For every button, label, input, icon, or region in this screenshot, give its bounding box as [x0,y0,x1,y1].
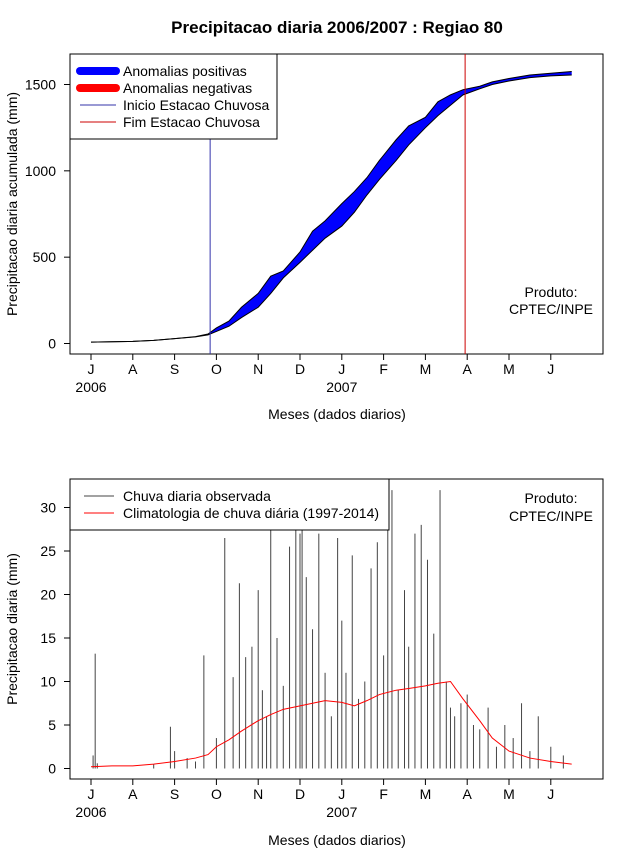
x-tick-label: J [338,786,345,802]
x-tick-label: O [211,786,222,802]
x-tick-label: M [503,361,515,377]
figure-title: Precipitacao diaria 2006/2007 : Regiao 8… [171,18,503,37]
product-source: CPTEC/INPE [509,508,593,524]
product-source: CPTEC/INPE [509,301,593,317]
x-tick-label: J [547,786,554,802]
y-tick-label: 500 [33,249,57,265]
x-tick-label: A [463,786,473,802]
y-tick-label: 25 [40,543,56,559]
x-tick-label: M [503,786,515,802]
x-tick-label: D [295,786,305,802]
x-tick-label: F [379,786,388,802]
x-tick-label: O [211,361,222,377]
x-tick-label: D [295,361,305,377]
legend-label-season-start: Inicio Estacao Chuvosa [123,97,270,113]
y-tick-label: 5 [48,717,56,733]
y-tick-label: 1500 [25,77,56,93]
y-tick-label: 20 [40,587,56,603]
year-label: 2006 [75,804,106,820]
legend-box [69,478,390,531]
legend: Anomalias positivas Anomalias negativas … [69,53,278,140]
product-label: Produto: [525,284,578,300]
x-tick-label: F [379,361,388,377]
x-tick-label: J [88,786,95,802]
accumulated-precipitation-panel: J A S O N D J F M A M J 2006 2007 0 500 1000 1500 Precipi… [4,53,604,422]
y-tick-label: 0 [48,761,56,777]
y-tick-label: 15 [40,630,56,646]
y-axis-label: Precipitacao diaria acumulada (mm) [4,92,20,316]
legend-label-positive: Anomalias positivas [123,63,247,79]
year-label: 2006 [75,379,106,395]
plot-frame [69,53,604,355]
y-axis-label: Precipitacao diaria (mm) [4,553,20,705]
y-tick-label: 30 [40,500,56,516]
x-tick-label: S [170,361,179,377]
legend-label-season-end: Fim Estacao Chuvosa [123,114,260,130]
y-tick-label: 10 [40,674,56,690]
product-label: Produto: [525,490,578,506]
x-tick-label: N [253,361,263,377]
climatology-daily-line [90,680,572,768]
x-tick-label: S [170,786,179,802]
climatology-accumulated-line [90,74,572,343]
legend-label-observed: Chuva diaria observada [123,488,271,504]
legend-label-climatology: Climatologia de chuva diária (1997-2014) [123,505,379,521]
x-axis-label: Meses (dados diarios) [268,832,406,848]
x-tick-label: A [128,786,138,802]
y-tick-label: 0 [48,336,56,352]
daily-precipitation-panel: J A S O N D J F M A M J 2006 2007 0 5 10 15 20 25 30 Precipi… [4,478,604,848]
x-tick-label: M [420,786,432,802]
x-tick-label: J [88,361,95,377]
x-tick-label: A [128,361,138,377]
legend: Chuva diaria observada Climatologia de c… [69,478,390,531]
legend-label-negative: Anomalias negativas [123,80,252,96]
y-tick-label: 1000 [25,163,56,179]
x-axis-label: Meses (dados diarios) [268,406,406,422]
year-label: 2007 [326,379,357,395]
x-tick-label: J [547,361,554,377]
x-tick-label: A [463,361,473,377]
year-label: 2007 [326,804,357,820]
x-tick-label: M [420,361,432,377]
x-tick-label: N [253,786,263,802]
x-tick-label: J [338,361,345,377]
